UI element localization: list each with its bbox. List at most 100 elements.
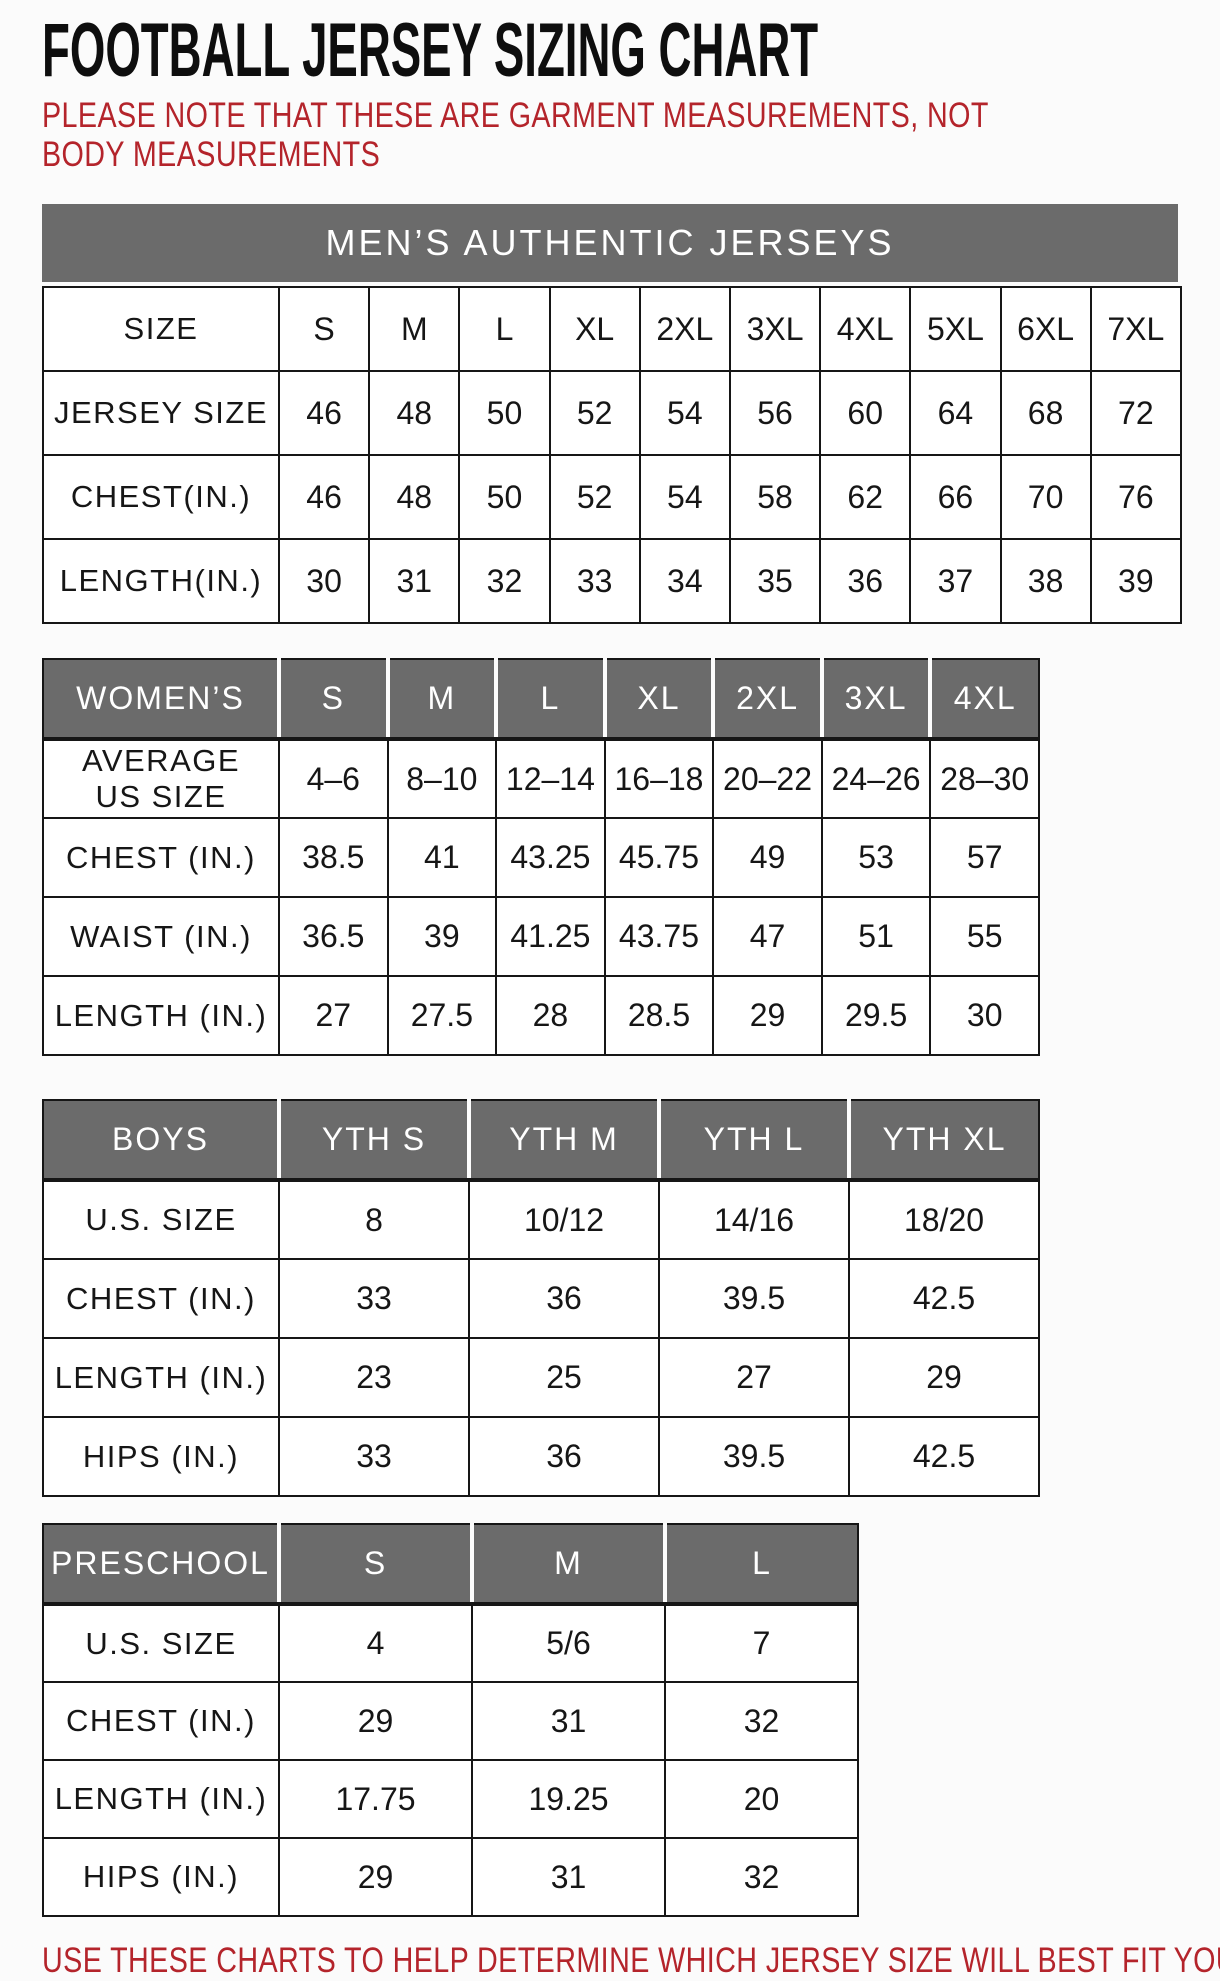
preschool-row-u-s-size: U.S. SIZE 4 5/6 7	[42, 1603, 859, 1683]
boys-length-in-value-3: 29	[848, 1337, 1040, 1418]
womens-header-4xl: 4XL	[928, 658, 1040, 741]
preschool-row-length-in-label: LENGTH (IN.)	[42, 1759, 280, 1839]
preschool-hips-in-value-1: 31	[471, 1837, 666, 1917]
womens-row-waist-in: WAIST (IN.) 36.5 39 41.25 43.75 47 51 55	[42, 896, 1040, 977]
boys-row-chest-in-label: CHEST (IN.)	[42, 1258, 280, 1339]
womens-average-us-size-value-1: 8–10	[386, 738, 498, 819]
boys-sizing-section: BOYS YTH S YTH M YTH L YTH XL U.S. SIZE 8 10/12…	[42, 1099, 1220, 1497]
preschool-hips-in-value-0: 29	[278, 1837, 473, 1917]
garment-measurements-note-text: PLEASE NOTE THAT THESE ARE GARMENT MEASU…	[42, 96, 989, 174]
mens-row-jersey-size-label: JERSEY SIZE	[42, 370, 280, 456]
womens-header-l: L	[494, 658, 606, 741]
mens-size-value-4: 2XL	[638, 286, 731, 372]
mens-chest-in-value-5: 58	[728, 454, 822, 540]
mens-size-value-8: 6XL	[999, 286, 1092, 372]
womens-average-us-size-value-0: 4–6	[278, 738, 389, 819]
womens-header-m: M	[385, 658, 498, 741]
mens-banner: MEN’S AUTHENTIC JERSEYS	[42, 204, 1178, 282]
boys-row-u-s-size: U.S. SIZE 8 10/12 14/16 18/20	[42, 1179, 1040, 1260]
mens-row-length-in: LENGTH(IN.) 30 31 32 33 34 35 36 37 38 39	[42, 538, 1183, 624]
mens-table: SIZE S M L XL 2XL 3XL 4XL 5XL 6XL 7XL JERSEY SIZE 46…	[42, 286, 1183, 624]
mens-length-in-value-7: 37	[909, 538, 1002, 624]
womens-chest-in-value-0: 38.5	[278, 817, 389, 898]
mens-chest-in-value-1: 48	[368, 454, 461, 540]
boys-length-in-value-2: 27	[658, 1337, 850, 1418]
boys-chest-in-value-3: 42.5	[848, 1258, 1040, 1339]
preschool-row-u-s-size-label: U.S. SIZE	[42, 1603, 280, 1683]
womens-row-waist-in-label: WAIST (IN.)	[42, 896, 280, 977]
womens-chest-in-value-6: 57	[929, 817, 1040, 898]
womens-table: WOMEN’S S M L XL 2XL 3XL 4XL AVERAGE US SIZE 4–6 8…	[42, 658, 1040, 1056]
boys-header-label: BOYS	[42, 1099, 280, 1182]
boys-u-s-size-value-2: 14/16	[658, 1179, 850, 1260]
preschool-row-hips-in: HIPS (IN.) 29 31 32	[42, 1837, 859, 1917]
preschool-sizing-section: PRESCHOOL S M L U.S. SIZE 4 5/6 7 CHEST (IN.) 29 3…	[42, 1523, 1220, 1917]
preschool-length-in-value-0: 17.75	[278, 1759, 473, 1839]
mens-size-value-2: L	[458, 286, 551, 372]
boys-header-yth-xl: YTH XL	[847, 1099, 1040, 1182]
mens-length-in-value-3: 33	[548, 538, 641, 624]
preschool-row-chest-in-label: CHEST (IN.)	[42, 1681, 280, 1761]
preschool-header-label: PRESCHOOL	[42, 1523, 280, 1606]
womens-row-chest-in: CHEST (IN.) 38.5 41 43.25 45.75 49 53 57	[42, 817, 1040, 898]
boys-row-chest-in: CHEST (IN.) 33 36 39.5 42.5	[42, 1258, 1040, 1339]
womens-header-2xl: 2XL	[711, 658, 823, 741]
womens-row-average-us-size-label: AVERAGE US SIZE	[42, 738, 280, 819]
womens-waist-in-value-4: 47	[712, 896, 823, 977]
boys-row-length-in-label: LENGTH (IN.)	[42, 1337, 280, 1418]
boys-u-s-size-value-0: 8	[278, 1179, 470, 1260]
womens-chest-in-value-5: 53	[820, 817, 932, 898]
boys-chest-in-value-2: 39.5	[658, 1258, 850, 1339]
mens-length-in-value-2: 32	[458, 538, 551, 624]
boys-header-yth-s: YTH S	[277, 1099, 470, 1182]
mens-jersey-size-value-5: 56	[728, 370, 822, 456]
mens-chest-in-value-7: 66	[909, 454, 1002, 540]
mens-row-size: SIZE S M L XL 2XL 3XL 4XL 5XL 6XL 7XL	[42, 286, 1183, 372]
womens-chest-in-value-4: 49	[712, 817, 823, 898]
womens-chest-in-value-2: 43.25	[495, 817, 606, 898]
womens-header-3xl: 3XL	[819, 658, 932, 741]
mens-jersey-size-value-7: 64	[909, 370, 1002, 456]
mens-chest-in-value-8: 70	[999, 454, 1092, 540]
preschool-row-hips-in-label: HIPS (IN.)	[42, 1837, 280, 1917]
womens-sizing-section: WOMEN’S S M L XL 2XL 3XL 4XL AVERAGE US SIZE 4–6 8…	[42, 658, 1220, 1056]
preschool-length-in-value-1: 19.25	[471, 1759, 666, 1839]
mens-size-value-7: 5XL	[909, 286, 1002, 372]
mens-length-in-value-1: 31	[368, 538, 461, 624]
womens-length-in-value-5: 29.5	[820, 975, 932, 1056]
mens-jersey-size-value-1: 48	[368, 370, 461, 456]
mens-jersey-size-value-3: 52	[548, 370, 641, 456]
mens-length-in-value-5: 35	[728, 538, 822, 624]
womens-waist-in-value-5: 51	[820, 896, 932, 977]
boys-row-hips-in: HIPS (IN.) 33 36 39.5 42.5	[42, 1416, 1040, 1497]
womens-length-in-value-1: 27.5	[386, 975, 498, 1056]
preschool-length-in-value-2: 20	[664, 1759, 859, 1839]
womens-waist-in-value-1: 39	[386, 896, 498, 977]
womens-length-in-value-6: 30	[929, 975, 1040, 1056]
mens-length-in-value-6: 36	[819, 538, 912, 624]
womens-average-us-size-value-6: 28–30	[929, 738, 1040, 819]
boys-hips-in-value-2: 39.5	[658, 1416, 850, 1497]
womens-row-length-in-label: LENGTH (IN.)	[42, 975, 280, 1056]
page-title-text: FOOTBALL JERSEY SIZING CHART	[42, 8, 819, 93]
mens-size-value-1: M	[368, 286, 461, 372]
mens-jersey-size-value-2: 50	[458, 370, 551, 456]
mens-row-jersey-size: JERSEY SIZE 46 48 50 52 54 56 60 64 68 72	[42, 370, 1183, 456]
mens-chest-in-value-2: 50	[458, 454, 551, 540]
boys-hips-in-value-3: 42.5	[848, 1416, 1040, 1497]
preschool-header-l: L	[663, 1523, 859, 1606]
womens-header-xl: XL	[602, 658, 715, 741]
boys-row-u-s-size-label: U.S. SIZE	[42, 1179, 280, 1260]
womens-length-in-value-2: 28	[495, 975, 606, 1056]
mens-row-chest-in: CHEST(IN.) 46 48 50 52 54 58 62 66 70 76	[42, 454, 1183, 540]
mens-chest-in-value-4: 54	[638, 454, 731, 540]
preschool-u-s-size-value-1: 5/6	[471, 1603, 666, 1683]
womens-header-s: S	[277, 658, 389, 741]
mens-row-chest-in-label: CHEST(IN.)	[42, 454, 280, 540]
boys-hips-in-value-1: 36	[468, 1416, 660, 1497]
boys-header-yth-l: YTH L	[657, 1099, 850, 1182]
womens-average-us-size-value-2: 12–14	[495, 738, 606, 819]
womens-row-chest-in-label: CHEST (IN.)	[42, 817, 280, 898]
womens-chest-in-value-1: 41	[386, 817, 498, 898]
